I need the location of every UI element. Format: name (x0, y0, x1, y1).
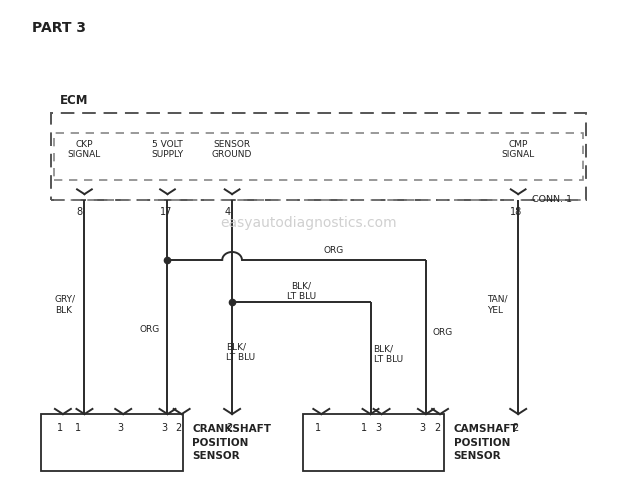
Text: GRY/
BLK: GRY/ BLK (55, 295, 76, 314)
Bar (51, 114, 586, 200)
Text: easyautodiagnostics.com: easyautodiagnostics.com (221, 216, 397, 230)
Text: 3: 3 (376, 423, 381, 433)
Text: 2: 2 (434, 423, 440, 433)
Text: SENSOR
GROUND: SENSOR GROUND (212, 140, 252, 160)
Text: CMP
SIGNAL: CMP SIGNAL (502, 140, 535, 160)
Text: 4: 4 (224, 207, 231, 217)
Text: 3: 3 (420, 423, 426, 433)
Text: BLK/
LT BLU: BLK/ LT BLU (287, 282, 316, 301)
Text: ORG: ORG (140, 325, 160, 334)
Text: 2: 2 (176, 423, 182, 433)
Text: 1: 1 (57, 423, 63, 433)
Text: 18: 18 (510, 207, 522, 217)
Text: ORG: ORG (432, 328, 452, 336)
Text: 3: 3 (161, 423, 167, 433)
Bar (54, 133, 583, 180)
Bar (303, 414, 444, 472)
Text: 17: 17 (159, 207, 172, 217)
Text: CONN. 1: CONN. 1 (531, 195, 572, 204)
Text: CRANKSHAFT
POSITION
SENSOR: CRANKSHAFT POSITION SENSOR (192, 424, 271, 461)
Text: BLK/
LT BLU: BLK/ LT BLU (226, 342, 255, 362)
Text: 2: 2 (512, 423, 519, 433)
Text: 8: 8 (77, 207, 83, 217)
Text: CAMSHAFT
POSITION
SENSOR: CAMSHAFT POSITION SENSOR (454, 424, 519, 461)
Text: PART 3: PART 3 (32, 22, 86, 36)
Bar (41, 414, 183, 472)
Text: 5 VOLT
SUPPLY: 5 VOLT SUPPLY (151, 140, 184, 160)
Text: ORG: ORG (324, 246, 344, 256)
Text: 1: 1 (361, 423, 367, 433)
Text: BLK/
LT BLU: BLK/ LT BLU (374, 344, 403, 364)
Text: TAN/
YEL: TAN/ YEL (488, 295, 508, 314)
Text: 1: 1 (75, 423, 81, 433)
Text: 1: 1 (315, 423, 321, 433)
Text: 2: 2 (226, 423, 232, 433)
Text: 3: 3 (117, 423, 123, 433)
Text: ECM: ECM (60, 94, 88, 108)
Text: CKP
SIGNAL: CKP SIGNAL (68, 140, 101, 160)
